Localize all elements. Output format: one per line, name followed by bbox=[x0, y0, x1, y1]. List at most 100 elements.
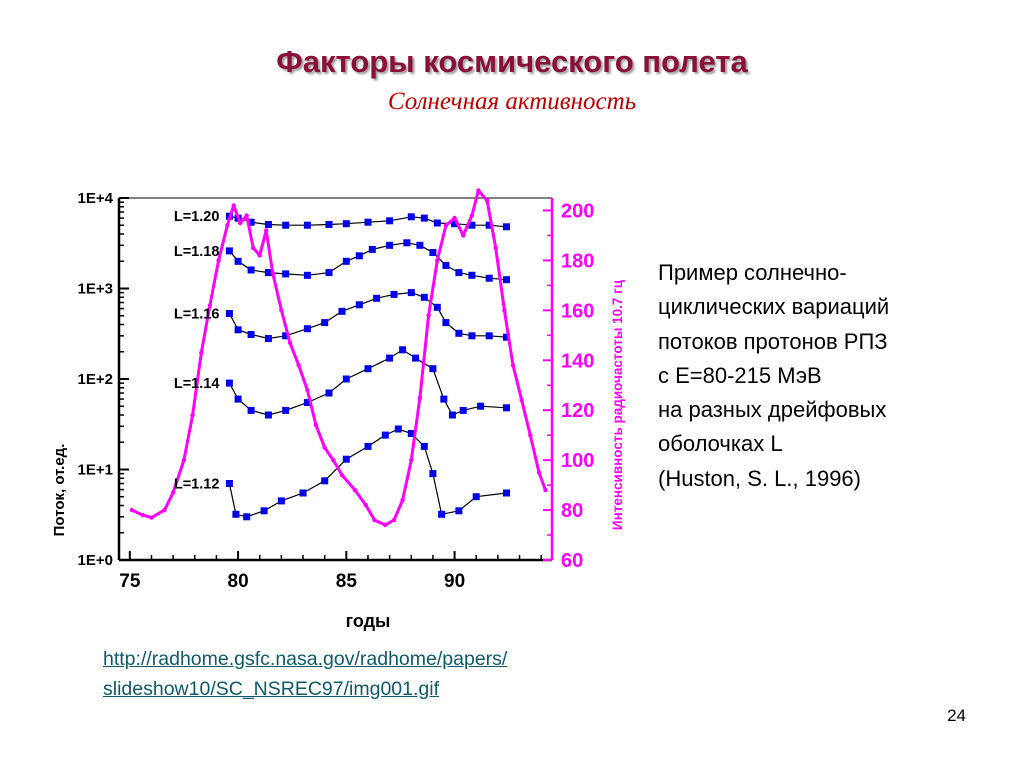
series-label: L=1.20 bbox=[174, 209, 220, 225]
solar-activity-point bbox=[443, 223, 449, 228]
right-tick-label: 120 bbox=[561, 400, 594, 422]
tick-labels: 1E+0 1E+1 1E+2 1E+3 1E+4 75 80 85 90 60 80 100 120 14… bbox=[78, 190, 595, 592]
solar-activity-point bbox=[435, 258, 440, 263]
proton-flux-point bbox=[225, 379, 233, 387]
series-group bbox=[129, 188, 548, 528]
proton-flux-point bbox=[420, 293, 428, 301]
series-label: L=1.16 bbox=[174, 306, 220, 322]
solar-activity-point bbox=[391, 517, 397, 523]
solar-activity-point bbox=[149, 515, 154, 520]
proton-flux-point bbox=[433, 219, 441, 227]
proton-flux-point bbox=[325, 389, 333, 397]
x-tick-label: 85 bbox=[336, 571, 358, 592]
proton-flux-point bbox=[433, 303, 441, 311]
proton-flux-point bbox=[403, 239, 411, 247]
proton-flux-point bbox=[325, 221, 333, 228]
solar-activity-point bbox=[264, 228, 269, 233]
solar-activity-point bbox=[190, 413, 195, 418]
proton-flux-point bbox=[368, 246, 376, 253]
proton-flux-point bbox=[225, 247, 233, 255]
proton-flux-point bbox=[394, 425, 402, 433]
solar-activity-point bbox=[207, 303, 213, 308]
proton-flux-point bbox=[455, 507, 463, 515]
proton-flux-point bbox=[485, 274, 493, 282]
solar-activity-point bbox=[257, 253, 262, 258]
x-tick-label: 75 bbox=[119, 571, 141, 592]
x-tick-label: 80 bbox=[228, 571, 249, 592]
solar-activity-point bbox=[231, 203, 236, 208]
slide-subtitle: Солнечная активность bbox=[387, 88, 637, 115]
right-tick-label: 80 bbox=[561, 500, 583, 522]
proton-flux-point bbox=[440, 395, 448, 403]
solar-activity-point bbox=[452, 215, 457, 221]
proton-flux-point bbox=[459, 406, 467, 414]
chart: L=1.20L=1.18L=1.16L=1.14L=1.12 1E+01E+11… bbox=[40, 180, 640, 640]
solar-activity-point bbox=[519, 398, 524, 403]
proton-flux-point bbox=[247, 218, 255, 226]
proton-flux-point bbox=[364, 365, 372, 373]
solar-activity-point bbox=[225, 223, 230, 228]
proton-flux-point bbox=[416, 241, 424, 249]
proton-flux-point bbox=[485, 332, 493, 340]
right-axis-label: Интенсивность радиочастоты 10.7 гц bbox=[610, 279, 625, 530]
proton-flux-point bbox=[442, 261, 450, 269]
proton-flux-point bbox=[420, 442, 428, 450]
proton-flux-point bbox=[321, 319, 329, 327]
proton-flux-point bbox=[247, 331, 255, 338]
solar-activity-point bbox=[352, 487, 358, 493]
proton-flux-point bbox=[282, 270, 290, 278]
proton-flux-point bbox=[364, 218, 372, 226]
proton-flux-point bbox=[303, 271, 311, 279]
proton-flux-point bbox=[438, 510, 446, 518]
proton-flux-point bbox=[399, 346, 407, 354]
proton-flux-point bbox=[355, 252, 363, 260]
solar-activity-point bbox=[162, 507, 167, 513]
description-line: Пример солнечно- bbox=[658, 260, 847, 285]
proton-flux-point bbox=[407, 213, 415, 221]
proton-flux-point bbox=[260, 507, 268, 515]
solar-activity-point bbox=[287, 340, 293, 345]
right-tick-label: 180 bbox=[561, 250, 594, 272]
proton-flux-point bbox=[234, 257, 242, 265]
solar-activity-point bbox=[484, 198, 490, 203]
solar-activity-point bbox=[199, 350, 204, 355]
source-link-block: http://radhome.gsfc.nasa.gov/radhome/pap… bbox=[103, 644, 507, 704]
solar-activity-point bbox=[372, 517, 377, 523]
solar-activity-point bbox=[383, 522, 388, 528]
proton-flux-point bbox=[503, 489, 510, 497]
source-link-line1[interactable]: http://radhome.gsfc.nasa.gov/radhome/pap… bbox=[103, 648, 508, 670]
page-number: 24 bbox=[947, 706, 966, 725]
proton-flux-point bbox=[429, 249, 437, 256]
y-tick-label: 1E+2 bbox=[78, 371, 113, 388]
source-link-line2[interactable]: slideshow10/SC_NSREC97/img001.gif bbox=[103, 678, 440, 700]
proton-flux-point bbox=[448, 411, 456, 419]
series-label: L=1.12 bbox=[174, 477, 220, 493]
y-axis-label: Поток, от.ед. bbox=[51, 444, 68, 537]
proton-flux-point bbox=[455, 269, 463, 277]
proton-flux-point bbox=[225, 310, 233, 317]
y-tick-label: 1E+4 bbox=[78, 190, 114, 207]
solar-activity-point bbox=[528, 433, 533, 438]
proton-flux-point bbox=[442, 319, 450, 327]
right-tick-label: 60 bbox=[561, 550, 583, 572]
solar-activity-point bbox=[469, 213, 475, 218]
y-tick-label: 1E+1 bbox=[78, 462, 113, 479]
solar-activity-point bbox=[251, 245, 256, 251]
proton-flux-point bbox=[303, 325, 311, 333]
proton-flux-point bbox=[477, 402, 485, 410]
solar-activity-point bbox=[502, 308, 507, 313]
solar-activity-point bbox=[426, 313, 431, 318]
x-axis-label: годы bbox=[346, 611, 391, 631]
description-line: циклических вариаций bbox=[658, 294, 890, 320]
solar-activity-point bbox=[244, 213, 249, 218]
proton-flux-point bbox=[342, 257, 350, 265]
proton-flux-point bbox=[407, 289, 415, 297]
solar-activity-point bbox=[409, 457, 414, 463]
proton-flux-point bbox=[325, 269, 333, 277]
solar-activity-point bbox=[305, 388, 310, 393]
proton-flux-point bbox=[247, 266, 255, 274]
right-tick-label: 100 bbox=[561, 450, 594, 472]
series-labels: L=1.20 L=1.18 L=1.16 L=1.14 L=1.12 bbox=[174, 209, 220, 492]
proton-flux-point bbox=[243, 513, 251, 521]
proton-flux-point bbox=[468, 221, 476, 229]
